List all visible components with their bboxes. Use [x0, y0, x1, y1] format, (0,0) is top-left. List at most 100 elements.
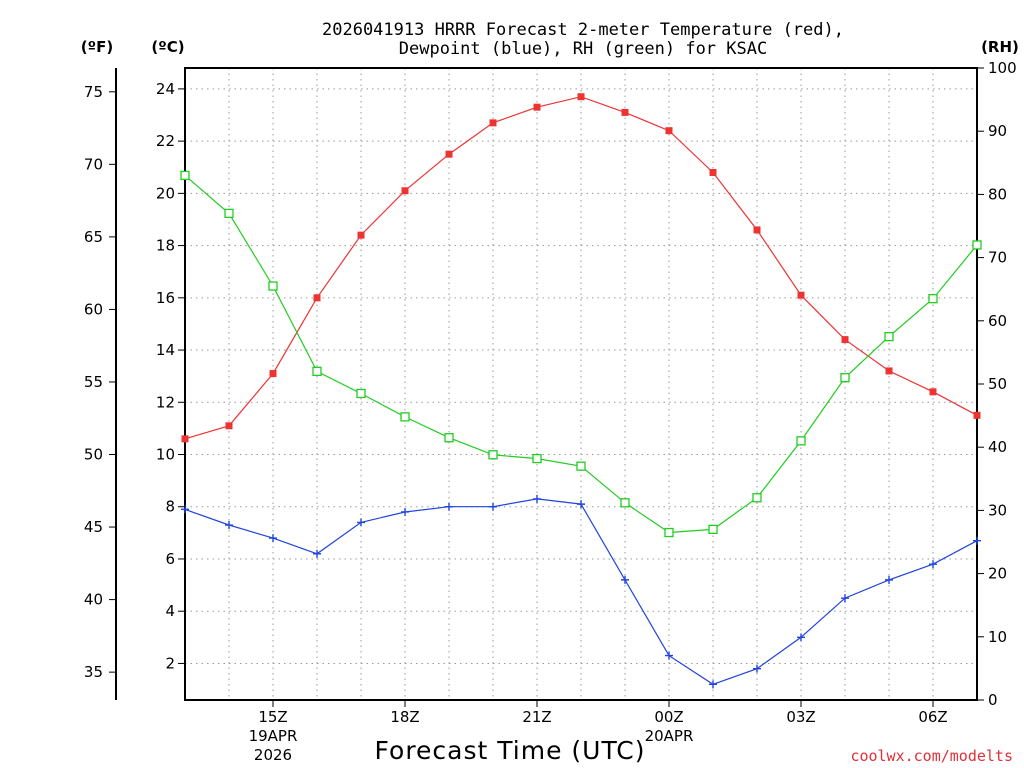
temperature-point: [533, 103, 541, 111]
rh-point: [620, 498, 630, 508]
rh-point: [840, 373, 850, 383]
rh-point: [224, 208, 234, 219]
celsius-unit-label: (ºC): [151, 38, 184, 56]
chart-title-line-2: Dewpoint (blue), RH (green) for KSAC: [399, 39, 767, 59]
fahrenheit-tick-label: 40: [84, 591, 103, 609]
dewpoint-point: [709, 680, 717, 689]
dewpoint-point: [841, 594, 849, 603]
rh-tick-label: 20: [988, 565, 1007, 583]
x-tick-label: 18Z: [390, 708, 419, 726]
temperature-point: [489, 119, 497, 127]
x-axis-title: Forecast Time (UTC): [375, 736, 646, 765]
temperature-point: [885, 367, 893, 375]
rh-point: [796, 436, 806, 446]
rh-unit-label: (RH): [981, 38, 1019, 56]
dewpoint-point: [357, 518, 365, 527]
celsius-tick-label: 4: [165, 602, 175, 620]
rh-tick-label: 10: [988, 628, 1007, 646]
fahrenheit-tick-label: 70: [84, 155, 103, 173]
temperature-point: [225, 422, 233, 430]
rh-tick-label: 100: [988, 59, 1017, 77]
celsius-tick-label: 8: [165, 498, 175, 516]
rh-tick-label: 80: [988, 185, 1007, 203]
fahrenheit-tick-label: 50: [84, 446, 103, 464]
rh-point: [532, 453, 542, 464]
celsius-tick-label: 18: [156, 237, 175, 255]
dewpoint-point: [401, 507, 409, 516]
rh-point: [884, 331, 894, 342]
dewpoint-point: [797, 633, 805, 642]
dewpoint-point: [753, 664, 761, 673]
rh-point: [400, 412, 410, 422]
dewpoint-point: [665, 651, 673, 660]
temperature-series: [181, 93, 981, 443]
celsius-tick-label: 14: [156, 341, 175, 359]
temperature-point: [577, 93, 585, 101]
temperature-point: [313, 294, 321, 302]
rh-tick-label: 50: [988, 375, 1007, 393]
chart-title-line-1: 2026041913 HRRR Forecast 2-meter Tempera…: [322, 20, 844, 40]
rh-point: [356, 388, 366, 399]
rh-point: [972, 240, 982, 250]
fahrenheit-unit-label: (ºF): [81, 38, 113, 56]
x-tick-label: 21Z: [522, 708, 551, 726]
rh-point: [268, 281, 278, 291]
x-tick-label: 03Z: [786, 708, 815, 726]
temperature-point: [445, 150, 453, 158]
rh-point: [708, 524, 718, 535]
fahrenheit-tick-label: 35: [84, 663, 103, 681]
rh-tick-label: 0: [988, 691, 998, 709]
rh-point: [576, 461, 586, 471]
grid-lines: [184, 68, 978, 700]
rh-tick-label: 70: [988, 249, 1007, 267]
tick-labels: 2468101214161820222435404550556065707501…: [84, 59, 1017, 764]
dewpoint-point: [973, 536, 981, 545]
rh-series: [180, 170, 982, 538]
dewpoint-point: [225, 521, 233, 530]
rh-point: [928, 294, 938, 304]
rh-tick-label: 30: [988, 501, 1007, 519]
celsius-tick-label: 6: [165, 550, 175, 568]
x-tick-date-label: 19APR: [249, 727, 298, 745]
celsius-tick-label: 22: [156, 132, 175, 150]
rh-point: [444, 433, 454, 443]
celsius-tick-label: 20: [156, 184, 175, 202]
x-tick-date-label: 20APR: [645, 727, 694, 745]
temperature-point: [841, 336, 849, 344]
rh-tick-label: 40: [988, 438, 1007, 456]
celsius-tick-label: 10: [156, 446, 175, 464]
temperature-point: [797, 291, 805, 299]
rh-tick-label: 90: [988, 122, 1007, 140]
dewpoint-point: [533, 494, 541, 503]
fahrenheit-tick-label: 55: [84, 373, 103, 391]
temperature-point: [753, 226, 761, 234]
series-layer: [180, 93, 982, 689]
rh-tick-label: 60: [988, 312, 1007, 330]
celsius-tick-label: 16: [156, 289, 175, 307]
fahrenheit-tick-label: 45: [84, 518, 103, 536]
celsius-tick-label: 2: [165, 654, 175, 672]
rh-point: [752, 493, 762, 503]
dewpoint-point: [445, 502, 453, 511]
fahrenheit-tick-label: 75: [84, 83, 103, 101]
x-tick-label: 06Z: [918, 708, 947, 726]
dewpoint-point: [885, 575, 893, 584]
rh-point: [312, 366, 322, 377]
x-tick-year-label: 2026: [254, 746, 292, 764]
temperature-point: [357, 231, 365, 239]
temperature-point: [973, 411, 981, 419]
dewpoint-series: [181, 494, 981, 689]
rh-point: [664, 527, 674, 538]
temperature-point: [621, 108, 629, 116]
dewpoint-point: [313, 549, 321, 558]
rh-point: [180, 170, 190, 181]
temperature-point: [269, 370, 277, 378]
dewpoint-point: [489, 502, 497, 511]
dewpoint-point: [269, 534, 277, 543]
temperature-point: [665, 127, 673, 135]
celsius-tick-label: 12: [156, 393, 175, 411]
dewpoint-point: [621, 575, 629, 584]
celsius-tick-label: 24: [156, 80, 175, 98]
temperature-point: [401, 187, 409, 195]
